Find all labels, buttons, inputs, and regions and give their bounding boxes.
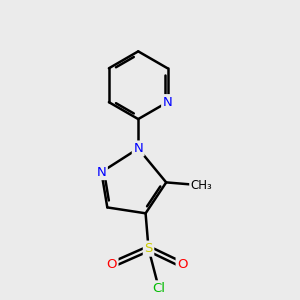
Text: S: S: [144, 242, 153, 255]
Text: Cl: Cl: [152, 282, 165, 295]
Text: N: N: [97, 166, 106, 178]
Text: O: O: [106, 258, 117, 271]
Text: CH₃: CH₃: [191, 179, 212, 192]
Text: O: O: [177, 258, 188, 271]
Text: N: N: [133, 142, 143, 155]
Text: N: N: [163, 96, 172, 109]
